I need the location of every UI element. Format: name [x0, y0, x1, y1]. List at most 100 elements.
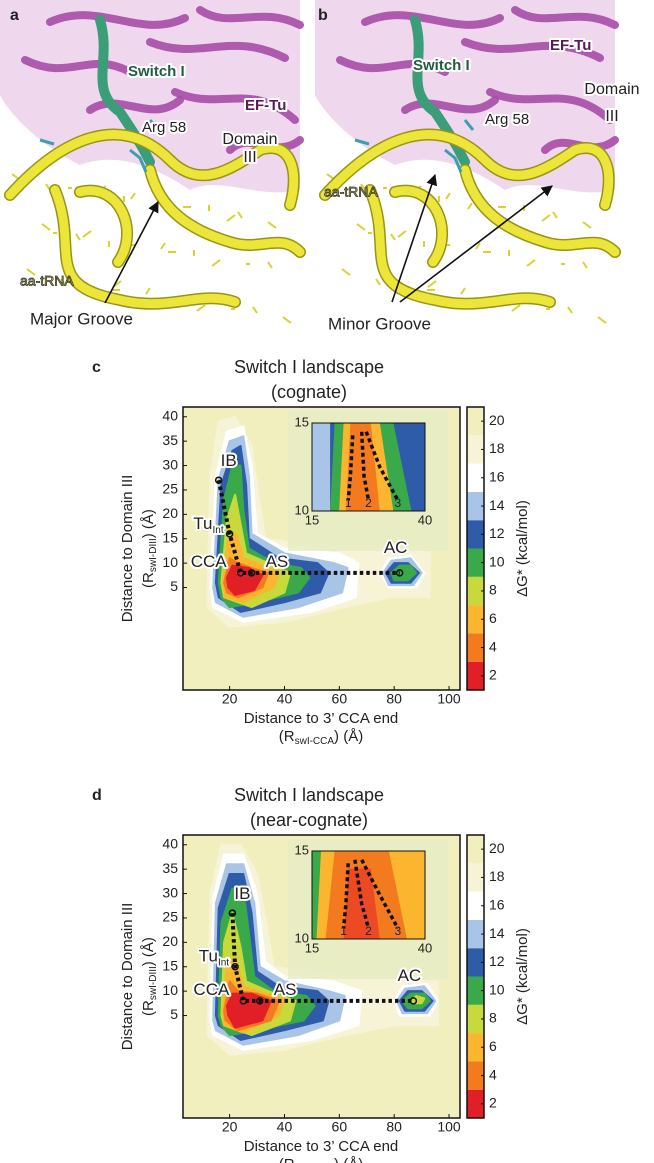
y-axis-label: Distance to Domain III [119, 903, 136, 1051]
label-part: (R [140, 572, 157, 588]
domain-label: III [243, 149, 256, 166]
inset-x-tick-label: 40 [418, 512, 432, 527]
groove-label: Minor Groove [328, 314, 431, 333]
chart-title: Switch I landscape [234, 357, 384, 377]
x-tick-label: 60 [332, 1119, 348, 1135]
structure-art [0, 0, 615, 323]
domain-label: Domain [222, 131, 277, 148]
inset-path-label: 3 [395, 496, 402, 510]
residue-label: Arg 58 [485, 111, 529, 128]
chart-title: Switch I landscape [234, 785, 384, 805]
colorbar-tick-label: 16 [489, 896, 505, 912]
colorbar-tick-label: 8 [489, 1010, 497, 1026]
chart-subtitle: (cognate) [271, 382, 347, 402]
switch-label: Switch I [128, 63, 185, 80]
y-tick-label: 35 [162, 432, 178, 448]
x-tick-label: 40 [277, 691, 293, 707]
colorbar-tick-label: 8 [489, 582, 497, 598]
colorbar-tick-label: 2 [489, 667, 497, 683]
colorbar-tick-label: 4 [489, 1066, 497, 1082]
groove-label: Major Groove [30, 309, 133, 328]
inset-y-tick-label: 10 [295, 502, 309, 517]
label-part: (R [279, 728, 295, 745]
y-axis-sublabel: (RswI-DIII) (Å) [140, 937, 159, 1016]
colorbar-tick-label: 4 [489, 638, 497, 654]
state-name: Tu [199, 947, 218, 966]
domain-label: III [605, 108, 618, 125]
state-label: AC [398, 966, 422, 985]
y-tick-label: 20 [162, 933, 178, 949]
y-tick-label: 10 [162, 554, 178, 570]
x-axis-label: Distance to 3’ CCA end [244, 1138, 399, 1155]
state-name: IB [221, 452, 237, 471]
colorbar-tick-label: 14 [489, 497, 505, 513]
colorbar-tick-label: 6 [489, 610, 497, 626]
state-name: CCA [191, 552, 228, 571]
colorbar-tick-label: 18 [489, 868, 505, 884]
state-label: IB [234, 885, 250, 904]
state-label: AC [384, 538, 408, 557]
inset-x-tick-label: 40 [418, 940, 432, 955]
rna-label: aa-tRNA [20, 273, 74, 289]
x-tick-label: 100 [437, 691, 461, 707]
y-tick-label: 40 [162, 407, 178, 423]
y-axis-label: Distance to Domain III [119, 475, 136, 623]
label-subscript: swI-DIII [148, 966, 159, 1000]
panel-label: c [92, 359, 101, 376]
inset-y-tick-label: 15 [295, 842, 309, 857]
state-label: AS [266, 552, 289, 571]
colorbar-tick-label: 6 [489, 1038, 497, 1054]
colorbar-tick-label: 18 [489, 440, 505, 456]
colorbar-tick-label: 12 [489, 953, 505, 969]
y-axis-sublabel: (RswI-DIII) (Å) [140, 509, 159, 588]
state-name: AS [274, 980, 297, 999]
x-tick-label: 80 [386, 691, 402, 707]
rna-tube [80, 191, 127, 262]
arrow [105, 202, 158, 303]
x-axis-sublabel: (RswI-CCA) (Å) [279, 728, 363, 747]
inset-path-label: 1 [340, 924, 347, 938]
inset-y-tick-label: 10 [295, 930, 309, 945]
chart-subtitle: (near-cognate) [250, 810, 368, 830]
state-name: AC [384, 538, 408, 557]
label-part: ) (Å) [140, 509, 157, 538]
y-tick-label: 25 [162, 481, 178, 497]
rna-tube [395, 191, 442, 262]
panel-label: a [10, 7, 19, 24]
switch-label: Switch I [413, 57, 470, 74]
y-tick-label: 30 [162, 456, 178, 472]
label-part: (R [279, 1156, 295, 1163]
y-tick-label: 5 [170, 578, 178, 594]
state-name: AS [266, 552, 289, 571]
colorbar-tick-label: 2 [489, 1095, 497, 1111]
y-tick-label: 15 [162, 957, 178, 973]
y-tick-label: 25 [162, 909, 178, 925]
inset-path-label: 2 [365, 496, 372, 510]
inset-path-label: 1 [345, 496, 352, 510]
x-axis-sublabel: (RswI-CCA) (Å) [279, 1156, 363, 1163]
label-part: ) (Å) [140, 937, 157, 966]
state-subscript: Int [212, 525, 223, 536]
colorbar-tick-label: 20 [489, 412, 505, 428]
label-part: ) (Å) [334, 728, 363, 745]
panel-label: d [92, 787, 102, 804]
label-part: ) (Å) [334, 1156, 363, 1163]
x-tick-label: 40 [277, 1119, 293, 1135]
x-tick-label: 20 [222, 691, 238, 707]
x-tick-label: 80 [386, 1119, 402, 1135]
residue-label: Arg 58 [142, 119, 186, 136]
y-tick-label: 10 [162, 982, 178, 998]
x-tick-label: 100 [437, 1119, 461, 1135]
x-tick-label: 60 [332, 691, 348, 707]
rna-label: aa-tRNA [324, 184, 378, 200]
colorbar-tick-label: 10 [489, 981, 505, 997]
label-subscript: swI-DIII [148, 538, 159, 572]
colorbar-tick-label: 10 [489, 553, 505, 569]
y-tick-label: 15 [162, 529, 178, 545]
inset-path-label: 2 [365, 924, 372, 938]
y-tick-label: 20 [162, 505, 178, 521]
colorbar-tick-label: 12 [489, 525, 505, 541]
y-tick-label: 5 [170, 1006, 178, 1022]
